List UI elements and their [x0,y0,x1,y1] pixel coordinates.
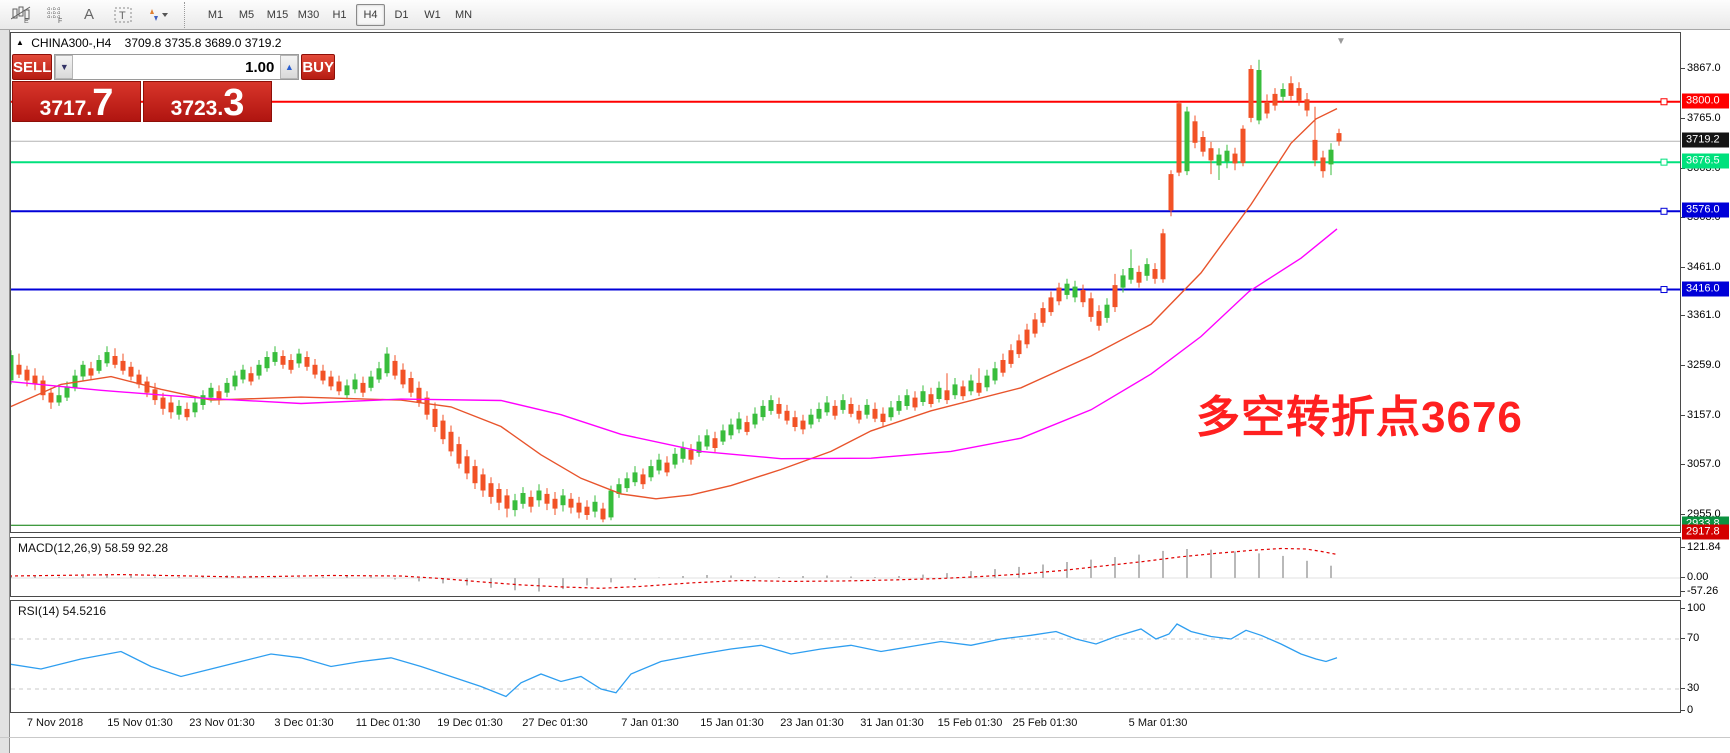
hline-handle[interactable] [1660,286,1668,294]
text-label-icon[interactable]: A [83,6,94,23]
chart-annotation-text: 多空转折点3676 [1196,393,1523,442]
rsi-tick-30: 30 [1680,682,1700,694]
time-axis[interactable]: 7 Nov 2018 15 Nov 01:30 23 Nov 01:30 3 Dec … [10,715,1682,733]
timeframe-button-M5[interactable]: M5 [238,8,255,21]
candlestick-chart[interactable] [10,32,1681,533]
date-label: 15 Jan 01:30 [700,717,764,729]
buy-price-big-digit: 3 [223,82,245,124]
timeframe-button-M15[interactable]: M15 [266,8,289,21]
left-window-strip [0,30,10,753]
toolbar-separator [184,1,190,28]
chart-shift-marker-icon[interactable]: ▼ [1336,36,1346,47]
volume-spinner: ▼ ▲ [54,54,300,80]
date-label: 31 Jan 01:30 [860,717,924,729]
rsi-indicator-panel[interactable] [10,600,1681,713]
price-tick-3157.0: 3157.0 [1681,409,1721,422]
price-tick-3057.0: 3057.0 [1681,458,1721,471]
price-badge-3800.0: 3800.0 [1682,93,1729,109]
svg-text:E: E [24,18,29,24]
chart-symbol-header: ▲ CHINA300-,H4 3709.8 3735.8 3689.0 3719… [16,36,281,50]
price-tick-3461.0: 3461.0 [1681,260,1721,273]
date-label: 5 Mar 01:30 [1128,717,1188,729]
date-label: 23 Nov 01:30 [189,717,255,729]
volume-decrease-button[interactable]: ▼ [55,55,74,79]
timeframe-button-H4[interactable]: H4 [356,3,385,26]
price-badge-3719.2: 3719.2 [1682,132,1729,148]
price-tick-3259.0: 3259.0 [1681,359,1721,372]
sell-price-display[interactable]: 3717 . 7 [12,81,141,122]
macd-label: MACD(12,26,9) 58.59 92.28 [18,541,169,555]
macd-tick--57.26: -57.26 [1680,585,1719,598]
ohlc-values: 3709.8 3735.8 3689.0 3719.2 [124,36,282,50]
buy-price-dot: . [217,97,224,120]
buy-button[interactable]: BUY [301,54,336,80]
date-label: 11 Dec 01:30 [355,717,421,729]
rsi-label: RSI(14) 54.5216 [18,604,107,618]
svg-text:T: T [119,10,126,22]
sell-button[interactable]: SELL [12,54,53,80]
hline-handle[interactable] [1660,98,1668,106]
date-label: 3 Dec 01:30 [274,717,334,729]
macd-signal-line [11,547,1338,589]
grid-icon[interactable]: F [42,4,68,26]
svg-text:F: F [58,18,62,24]
macd-indicator-panel[interactable] [10,537,1681,597]
timeframe-button-D1[interactable]: D1 [394,8,409,21]
date-label: 7 Jan 01:30 [621,717,679,729]
price-tick-3867.0: 3867.0 [1681,62,1721,74]
timeframe-group: M1 M5 M15 M30 H1 H4 D1 W1 MN [200,3,479,26]
timeframe-button-M30[interactable]: M30 [297,8,320,21]
timeframe-button-M1[interactable]: M1 [207,8,224,21]
symbol-cycle-icon[interactable] [144,4,170,26]
candles [11,59,1342,523]
ma-slow-line [11,228,1338,460]
rsi-tick-0: 0 [1680,704,1694,716]
timeframe-button-MN[interactable]: MN [454,8,473,21]
volume-increase-button[interactable]: ▲ [280,55,299,79]
price-badge-3416.0: 3416.0 [1682,281,1729,297]
rsi-tick-70: 70 [1680,632,1700,644]
date-label: 19 Dec 01:30 [437,717,503,729]
date-label: 15 Nov 01:30 [107,717,173,729]
indicator-list-icon[interactable]: E [8,4,34,26]
timeframe-button-W1[interactable]: W1 [424,8,441,21]
volume-input[interactable] [73,55,281,79]
sell-price-main: 3717 [39,97,87,120]
sell-price-big-digit: 7 [92,82,114,124]
date-label: 7 Nov 2018 [26,717,84,729]
price-badge-3676.5: 3676.5 [1682,153,1729,169]
ma-fast-line [11,107,1338,500]
price-badge-2917.8: 2917.8 [1682,524,1729,540]
price-axis[interactable]: 3867.03765.03663.03563.03461.03361.03259… [1680,0,1730,753]
price-badge-3576.0: 3576.0 [1682,202,1729,218]
date-label: 25 Feb 01:30 [1012,717,1078,729]
price-tick-3765.0: 3765.0 [1681,111,1721,124]
buy-price-main: 3723 [170,97,218,120]
date-label: 27 Dec 01:30 [522,717,588,729]
window-bottom-border [0,737,1730,738]
price-tick-3361.0: 3361.0 [1681,309,1721,322]
symbol-triangle-icon: ▲ [16,38,24,47]
rsi-tick-100: 100 [1680,602,1706,614]
hline-handle[interactable] [1660,207,1668,215]
date-label: 15 Feb 01:30 [937,717,1003,729]
macd-tick-121.84: 121.84 [1681,541,1721,554]
hline-handle[interactable] [1660,158,1668,166]
buy-price-display[interactable]: 3723 . 3 [143,81,272,122]
sell-price-dot: . [86,97,93,120]
one-click-trade-widget: SELL ▼ ▲ BUY 3717 . 7 3723 . 3 [12,54,336,122]
toolbar: E F A T M1 M5 M15 M30 H1 H4 [0,0,1730,30]
symbol-name: CHINA300-,H4 [31,36,112,50]
macd-tick-0.00: 0.00 [1680,571,1709,583]
text-box-icon[interactable]: T [110,4,136,26]
rsi-line [11,623,1338,698]
date-label: 23 Jan 01:30 [780,717,844,729]
timeframe-button-H1[interactable]: H1 [332,8,347,21]
